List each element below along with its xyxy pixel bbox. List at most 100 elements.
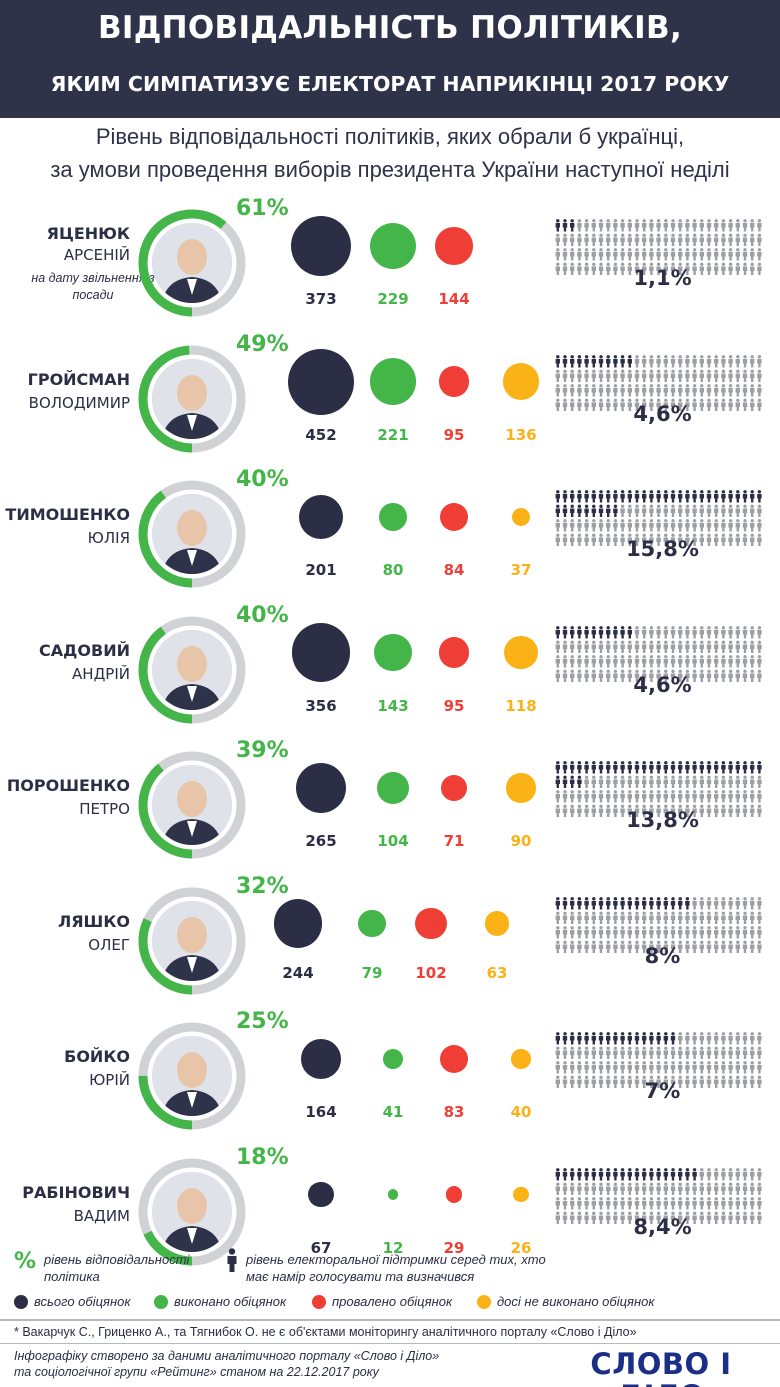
person-icon (735, 1182, 740, 1195)
person-icon (584, 1046, 589, 1059)
bubble-pending (484, 911, 510, 936)
person-icon (714, 1182, 719, 1195)
person-icon (706, 1046, 712, 1059)
person-icon (692, 911, 697, 924)
person-icon (649, 804, 654, 817)
person-icon (714, 248, 719, 261)
politician-row: ПОРОШЕНКО ПЕТРО 39% 265 104 71 90 13,8% (0, 728, 780, 864)
person-icon (620, 790, 625, 803)
person-icon (699, 925, 704, 938)
person-icon (656, 775, 661, 788)
person-icon (584, 1075, 589, 1088)
person-icon (591, 669, 596, 682)
responsibility-percent: 40% (236, 602, 289, 628)
bubble-done (369, 358, 417, 405)
person-icon (591, 504, 596, 517)
bubble-pending (511, 507, 531, 527)
person-icon (570, 504, 575, 517)
legend-done-text: виконано обіцянок (174, 1294, 287, 1309)
person-icon (598, 354, 604, 367)
person-icon (757, 383, 762, 396)
person-icon (634, 1211, 640, 1224)
person-icon (562, 896, 568, 909)
politician-last-name: ГРОЙСМАН (27, 369, 130, 389)
person-icon (742, 248, 748, 261)
person-icon (656, 911, 661, 924)
person-icon (750, 398, 755, 411)
avatar (152, 1036, 232, 1116)
politician-last-name: БОЙКО (64, 1047, 130, 1066)
person-icon (613, 219, 618, 232)
person-icon (584, 398, 589, 411)
person-icon (570, 790, 575, 803)
portrait-icon (152, 629, 232, 710)
person-icon (742, 640, 748, 653)
person-icon (742, 369, 748, 382)
person-icon (642, 354, 647, 367)
person-icon (678, 1032, 683, 1045)
person-icon (591, 533, 596, 546)
avatar (152, 494, 232, 574)
person-icon (757, 654, 762, 667)
person-icon (584, 383, 589, 396)
person-icon (598, 1061, 604, 1074)
person-icon (670, 654, 676, 667)
avatar (152, 223, 232, 303)
person-icon (670, 775, 676, 788)
person-icon (649, 775, 654, 788)
person-icon (699, 804, 704, 817)
person-icon (663, 1182, 668, 1195)
bubble-done (387, 1189, 399, 1200)
person-icon (227, 1248, 237, 1272)
person-icon (750, 219, 755, 232)
person-icon (735, 354, 740, 367)
person-icon (613, 790, 618, 803)
person-icon (663, 533, 668, 546)
person-icon (620, 369, 625, 382)
person-icon (634, 1075, 640, 1088)
person-icon (742, 654, 748, 667)
person-icon (735, 761, 740, 774)
person-icon (721, 504, 726, 517)
person-icon (728, 369, 733, 382)
person-icon (678, 262, 683, 275)
person-icon (735, 1211, 740, 1224)
person-icon (706, 1032, 712, 1045)
value-pending: 118 (505, 696, 537, 715)
person-icon (627, 383, 632, 396)
person-icon (692, 354, 697, 367)
person-icon (735, 790, 740, 803)
person-icon (742, 775, 748, 788)
person-icon (714, 398, 719, 411)
person-icon (706, 490, 712, 503)
person-icon (562, 248, 568, 261)
person-icon (562, 1196, 568, 1209)
support-people-grid (555, 896, 762, 953)
person-icon (555, 398, 560, 411)
person-icon (721, 1211, 726, 1224)
value-done: 143 (377, 696, 409, 715)
person-icon (634, 533, 640, 546)
person-icon (670, 790, 676, 803)
value-failed: 144 (438, 290, 470, 308)
person-icon (649, 761, 654, 774)
responsibility-percent: 25% (236, 1009, 289, 1034)
person-icon (699, 1075, 704, 1088)
person-icon (706, 1075, 712, 1088)
bubble-total (298, 494, 343, 539)
value-done: 12 (382, 1238, 404, 1257)
person-icon (562, 262, 568, 275)
person-icon (706, 896, 712, 909)
person-icon (606, 383, 611, 396)
person-icon (584, 775, 589, 788)
person-icon (606, 896, 611, 909)
person-icon (742, 398, 748, 411)
person-icon (577, 1182, 582, 1195)
person-icon (584, 504, 589, 517)
person-icon (613, 625, 618, 638)
person-icon (692, 925, 697, 938)
person-icon (649, 262, 654, 275)
person-icon (670, 504, 676, 517)
person-icon (706, 1211, 712, 1224)
person-icon (721, 490, 726, 503)
